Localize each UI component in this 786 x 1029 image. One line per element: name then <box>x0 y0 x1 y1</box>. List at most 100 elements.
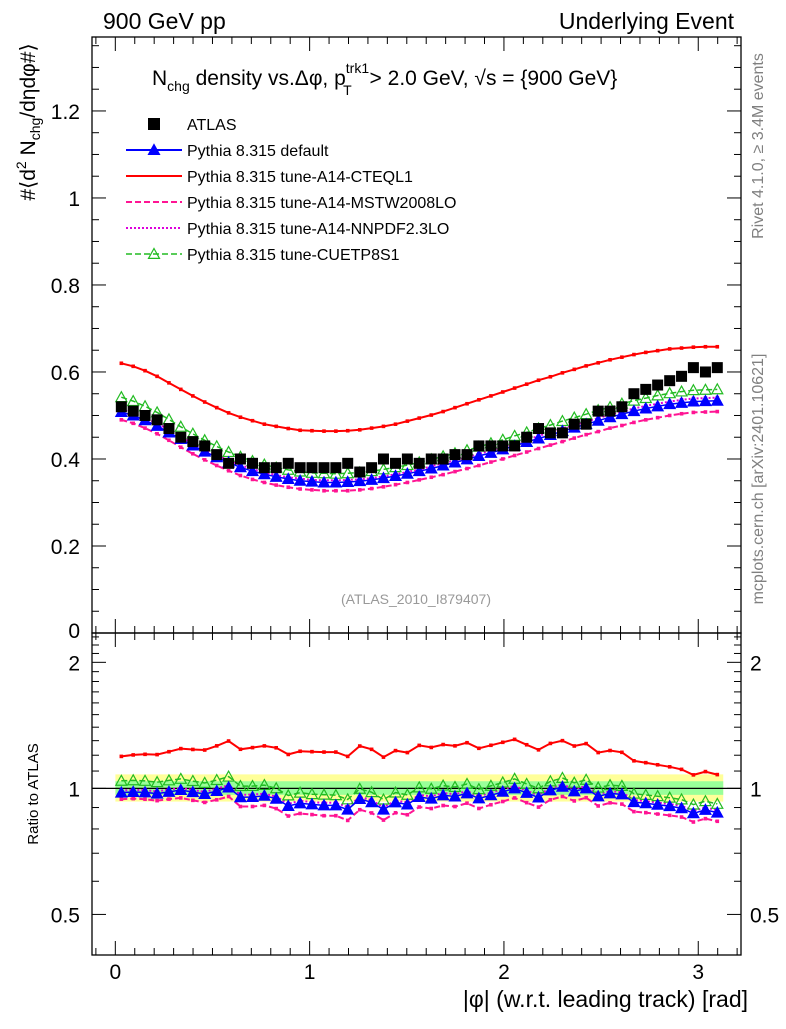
y-tick-label: 1.2 <box>51 101 80 124</box>
main-atlas-atlas-point <box>544 427 556 439</box>
main-pythia-8-315-tune-a14-mstw2008lo-point <box>274 483 279 487</box>
ratio-pythia-8-315-default-point <box>114 785 128 798</box>
main-atlas-atlas-point <box>377 453 389 465</box>
ratio-pythia-8-315-tune-a14-cteql1-point <box>632 759 636 763</box>
main-pythia-8-315-tune-a14-mstw2008lo-point <box>643 418 648 422</box>
ratio-pythia-8-315-default-point <box>472 791 486 804</box>
main-pythia-8-315-default-point <box>663 397 677 410</box>
legend-pythia-8-315-tune-a14-nnpdf2-3lo-label: Pythia 8.315 tune-A14-NNPDF2.3LO <box>187 221 449 238</box>
main-pythia-8-315-tune-a14-mstw2008lo-point <box>167 438 171 443</box>
ratio-pythia-8-315-tune-a14-cteql1-point <box>548 741 553 746</box>
ratio-pythia-8-315-tune-a14-mstw2008lo-point <box>381 818 386 822</box>
main-pythia-8-315-tune-a14-mstw2008lo-point <box>667 413 672 418</box>
ratio-pythia-8-315-tune-a14-cteql1-point <box>620 750 624 755</box>
ratio-pythia-8-315-tune-a14-cteql1-point <box>500 740 505 745</box>
main-atlas-atlas-point <box>413 457 425 469</box>
main-pythia-8-315-tune-a14-mstw2008lo-point <box>620 423 624 428</box>
ratio-pythia-8-315-tune-a14-cteql1-point <box>584 741 588 746</box>
legend-pythia-8-315-default-label: Pythia 8.315 default <box>187 143 329 160</box>
main-pythia-8-315-tune-a14-mstw2008lo-point <box>512 453 517 458</box>
main-atlas-atlas-point <box>342 457 354 469</box>
main-pythia-8-315-default-point <box>639 401 653 414</box>
main-pythia-8-315-tune-a14-cteql1-point <box>441 409 445 414</box>
ratio-pythia-8-315-tune-a14-cteql1-point <box>608 748 612 753</box>
ratio-pythia-8-315-tune-cuetp8s1-point <box>138 774 152 786</box>
main-atlas-atlas-point <box>401 453 413 465</box>
ratio-pythia-8-315-tune-a14-mstw2008lo-point <box>119 797 124 801</box>
main-pythia-8-315-tune-a14-mstw2008lo-point <box>214 463 219 468</box>
ratio-pythia-8-315-default-point <box>710 805 724 818</box>
main-pythia-8-315-default-point <box>305 474 319 487</box>
ratio-pythia-8-315-default-point <box>233 790 247 803</box>
main-pythia-8-315-tune-a14-mstw2008lo-point <box>143 426 147 430</box>
ratio-pythia-8-315-default-point <box>651 797 665 810</box>
ratio-pythia-8-315-default-point <box>424 791 438 804</box>
main-pythia-8-315-tune-a14-cteql1-point <box>512 386 517 390</box>
ratio-pythia-8-315-default-point <box>365 795 379 808</box>
main-pythia-8-315-tune-a14-cteql1-point <box>202 400 207 404</box>
ratio-pythia-8-315-tune-a14-cteql1-point <box>131 753 135 757</box>
main-pythia-8-315-tune-a14-mstw2008lo-point <box>584 432 588 437</box>
main-pythia-8-315-default-point <box>698 394 712 407</box>
ratio-pythia-8-315-tune-a14-mstw2008lo-point <box>667 813 672 818</box>
ratio-pythia-8-315-tune-a14-cteql1-point <box>643 760 648 765</box>
main-atlas-atlas-point <box>258 462 270 474</box>
main-atlas-atlas-point <box>604 405 616 417</box>
ratio-pythia-8-315-tune-a14-mstw2008lo-point <box>620 802 624 806</box>
main-pythia-8-315-tune-a14-mstw2008lo-point <box>500 457 505 461</box>
main-pythia-8-315-tune-a14-mstw2008lo-point <box>524 450 529 454</box>
ratio-pythia-8-315-tune-a14-mstw2008lo-point <box>536 805 541 809</box>
main-atlas-atlas-point <box>485 440 497 452</box>
main-atlas-atlas-point <box>676 370 688 382</box>
main-atlas-atlas-point <box>437 453 449 465</box>
main-atlas-atlas-point <box>497 440 509 452</box>
main-pythia-8-315-default-point <box>675 396 689 408</box>
ratio-pythia-8-315-tune-a14-mstw2008lo-point <box>453 804 457 809</box>
main-atlas-atlas-point <box>556 427 568 439</box>
main-atlas-atlas-point <box>115 401 127 413</box>
ratio-pythia-8-315-tune-a14-cteql1-point <box>524 742 529 747</box>
ratio-pythia-8-315-default-point <box>448 789 462 802</box>
ratio-pythia-8-315-tune-a14-cteql1-point <box>322 750 326 754</box>
main-pythia-8-315-default-point <box>245 464 260 477</box>
main-pythia-8-315-tune-a14-mstw2008lo-point <box>596 429 600 434</box>
main-pythia-8-315-tune-a14-cteql1-point <box>226 411 231 415</box>
ratio-pythia-8-315-default-point <box>412 790 426 802</box>
main-pythia-8-315-default-point <box>615 407 629 420</box>
main-pythia-8-315-tune-a14-mstw2008lo-point <box>238 473 243 478</box>
main-pythia-8-315-tune-a14-cteql1-point <box>524 382 529 386</box>
ratio-pythia-8-315-default-point <box>210 784 224 797</box>
y-tick-label: 1 <box>68 188 80 211</box>
main-pythia-8-315-tune-a14-mstw2008lo-point <box>131 421 135 426</box>
main-pythia-8-315-tune-a14-mstw2008lo-point <box>191 451 195 456</box>
main-pythia-8-315-tune-a14-mstw2008lo-point <box>298 487 302 491</box>
main-pythia-8-315-default-point <box>365 473 379 485</box>
main-pythia-8-315-tune-cuetp8s1-point <box>138 399 152 412</box>
main-pythia-8-315-tune-cuetp8s1-point <box>686 383 700 396</box>
ratio-pythia-8-315-tune-a14-cteql1-point <box>262 744 267 748</box>
main-atlas-atlas-point <box>425 453 437 465</box>
main-pythia-8-315-tune-a14-cteql1-point <box>453 405 457 410</box>
ratio-pythia-8-315-default-point <box>162 785 176 797</box>
main-pythia-8-315-tune-a14-mstw2008lo-point <box>548 443 553 447</box>
main-atlas-atlas-point <box>509 440 521 452</box>
ratio-pythia-8-315-tune-a14-mstw2008lo-point <box>202 800 207 805</box>
main-pythia-8-315-default-point <box>484 446 498 458</box>
main-pythia-8-315-tune-a14-cteql1-point <box>345 428 350 433</box>
main-pythia-8-315-default-point <box>591 413 605 426</box>
main-pythia-8-315-tune-a14-cteql1-point <box>405 419 410 423</box>
ratio-pythia-8-315-tune-a14-cteql1-point <box>417 743 422 748</box>
main-pythia-8-315-tune-a14-cteql1-point <box>369 426 374 430</box>
main-pythia-8-315-tune-a14-mstw2008lo-point <box>369 486 374 491</box>
ratio-pythia-8-315-tune-a14-mstw2008lo-point <box>429 806 434 811</box>
main-pythia-8-315-default-point <box>269 470 283 482</box>
ratio-pythia-8-315-default-point <box>532 790 546 803</box>
y-axis-label: #⟨d2 Nchg/dηdφ#⟩ <box>13 43 43 200</box>
x-axis-label: |φ| (w.r.t. leading track) [rad] <box>463 986 748 1012</box>
main-atlas-atlas-point <box>139 409 151 421</box>
main-pythia-8-315-default-point <box>448 455 462 468</box>
main-atlas-atlas-point <box>211 449 223 461</box>
main-pythia-8-315-tune-a14-cteql1-point <box>131 364 135 369</box>
ratio-pythia-8-315-tune-a14-mstw2008lo-point <box>191 798 195 803</box>
main-pythia-8-315-tune-a14-cteql1-point <box>274 424 279 429</box>
